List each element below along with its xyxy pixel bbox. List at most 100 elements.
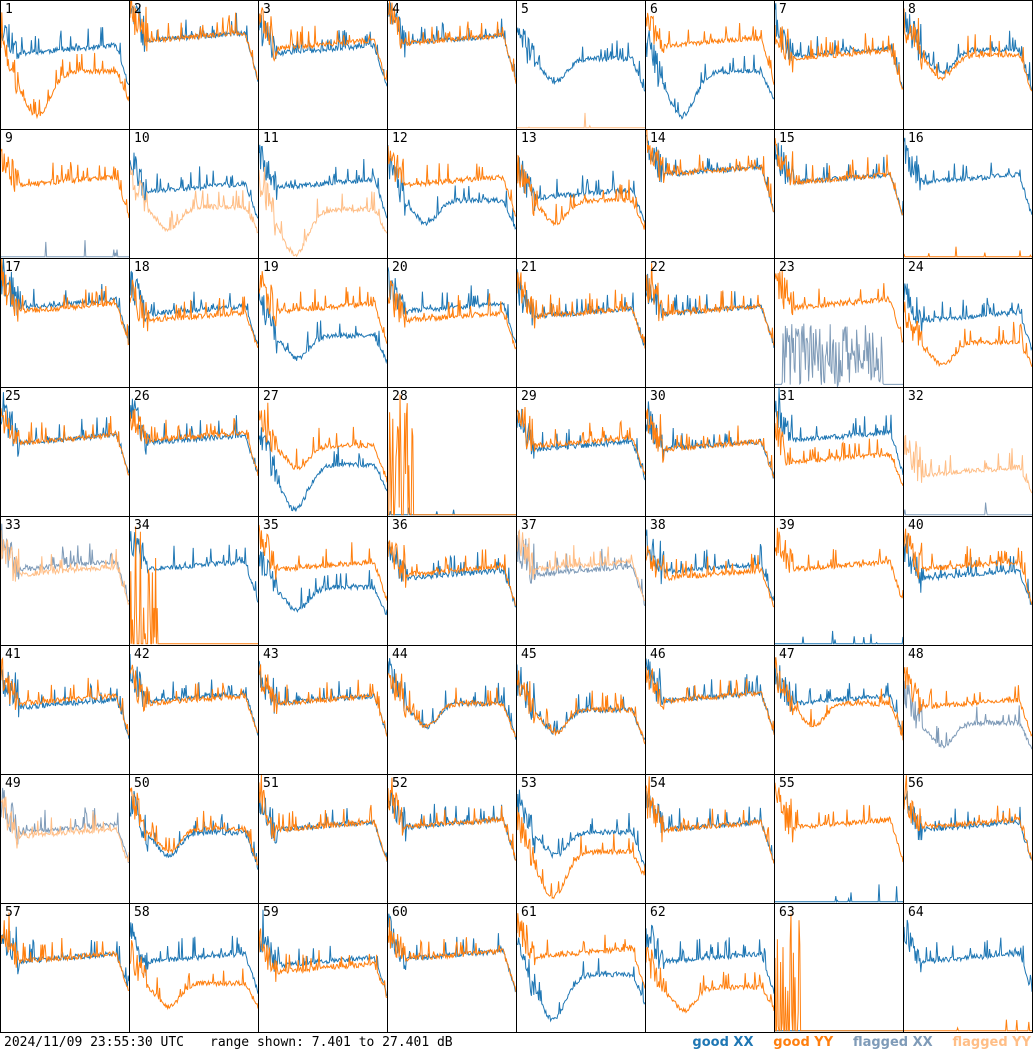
panel-37: 37 (516, 516, 646, 646)
yy-series-line (517, 272, 645, 349)
yy-series-line (517, 529, 645, 601)
yy-series-line (388, 1, 516, 84)
panel-number: 7 (779, 2, 787, 17)
panel-63: 63 (774, 903, 904, 1033)
panel-51: 51 (258, 774, 388, 904)
yy-series-line (259, 402, 387, 483)
panel-plot (775, 388, 903, 486)
panel-42: 42 (129, 645, 259, 775)
xx-series-line (1, 787, 129, 864)
yy-series-line (904, 434, 1032, 494)
range-label: range shown: 7.401 to 27.401 dB (210, 1035, 453, 1050)
panel-plot (517, 664, 645, 745)
panel-21: 21 (516, 258, 646, 388)
yy-series-line (388, 280, 516, 350)
panel-plot (388, 913, 516, 993)
yy-series-line (130, 166, 258, 234)
panel-number: 59 (263, 905, 279, 920)
panel-number: 44 (392, 647, 408, 662)
yy-series-line (130, 408, 258, 476)
panel-46: 46 (645, 645, 775, 775)
panel-plot (904, 775, 1032, 861)
xx-series-line (517, 664, 645, 741)
yy-series-line (1, 657, 129, 736)
yy-series-line (130, 279, 258, 349)
panel-plot (259, 909, 387, 998)
panel-19: 19 (258, 258, 388, 388)
panel-plot (517, 269, 645, 349)
yy-series-line (1, 408, 129, 476)
panel-plot (646, 658, 774, 735)
panel-plot (1, 912, 129, 991)
xx-series-line (646, 273, 774, 348)
panel-plot (646, 130, 774, 213)
yy-series-line (517, 670, 645, 745)
panel-number: 19 (263, 260, 279, 275)
panel-plot (130, 270, 258, 349)
yy-series-line (517, 154, 645, 230)
xx-series-line (259, 13, 387, 87)
yy-series-line (1, 148, 129, 219)
panel-57: 57 (0, 903, 130, 1033)
panel-number: 34 (134, 518, 150, 533)
xx-series-line (1, 669, 129, 739)
panel-plot (517, 406, 645, 481)
panel-2: 2 (129, 0, 259, 130)
panel-38: 38 (645, 516, 775, 646)
panel-plot (775, 913, 903, 1032)
yy-series-line (1, 12, 129, 120)
panel-number: 49 (5, 776, 21, 791)
panel-number: 46 (650, 647, 666, 662)
panel-33: 33 (0, 516, 130, 646)
yy-series-line (775, 138, 903, 216)
panel-number: 61 (521, 905, 537, 920)
yy-series-line (517, 806, 645, 900)
panel-32: 32 (903, 387, 1033, 517)
panel-plot (646, 529, 774, 608)
xx-series-line (388, 145, 516, 230)
panel-number: 32 (908, 389, 924, 404)
panel-number: 22 (650, 260, 666, 275)
panel-number: 55 (779, 776, 795, 791)
panel-number: 50 (134, 776, 150, 791)
panel-plot (904, 137, 1032, 258)
panel-number: 24 (908, 260, 924, 275)
panel-plot (259, 402, 387, 512)
panel-40: 40 (903, 516, 1033, 646)
panel-plot (904, 528, 1032, 606)
xx-series-line (259, 909, 387, 997)
panel-48: 48 (903, 645, 1033, 775)
legend-flagged-yy: flagged YY (952, 1035, 1032, 1050)
yy-series-line (259, 7, 387, 82)
yy-series-line (775, 657, 903, 741)
legend-good-yy: good YY (773, 1035, 834, 1050)
yy-series-line (130, 526, 258, 645)
yy-series-line (775, 270, 903, 344)
panel-plot (259, 775, 387, 862)
panel-plot (775, 527, 903, 645)
xx-series-line (517, 789, 645, 870)
yy-series-line (646, 946, 774, 1014)
panel-number: 20 (392, 260, 408, 275)
panel-plot (775, 138, 903, 216)
panel-plot (517, 154, 645, 230)
panel-plot (517, 27, 645, 129)
panel-22: 22 (645, 258, 775, 388)
panel-49: 49 (0, 774, 130, 904)
yy-series-line (517, 913, 645, 989)
panel-44: 44 (387, 645, 517, 775)
yy-series-line (904, 246, 1032, 258)
xx-series-line (904, 137, 1032, 215)
panel-4: 4 (387, 0, 517, 130)
panel-plot (517, 529, 645, 607)
panel-number: 41 (5, 647, 21, 662)
panel-plot (1, 523, 129, 606)
panel-number: 4 (392, 2, 400, 17)
panel-24: 24 (903, 258, 1033, 388)
panel-number: 48 (908, 647, 924, 662)
panel-number: 11 (263, 131, 279, 146)
xx-series-line (388, 507, 516, 516)
panel-9: 9 (0, 129, 130, 259)
panel-plot (904, 283, 1032, 368)
xx-series-line (646, 30, 774, 120)
